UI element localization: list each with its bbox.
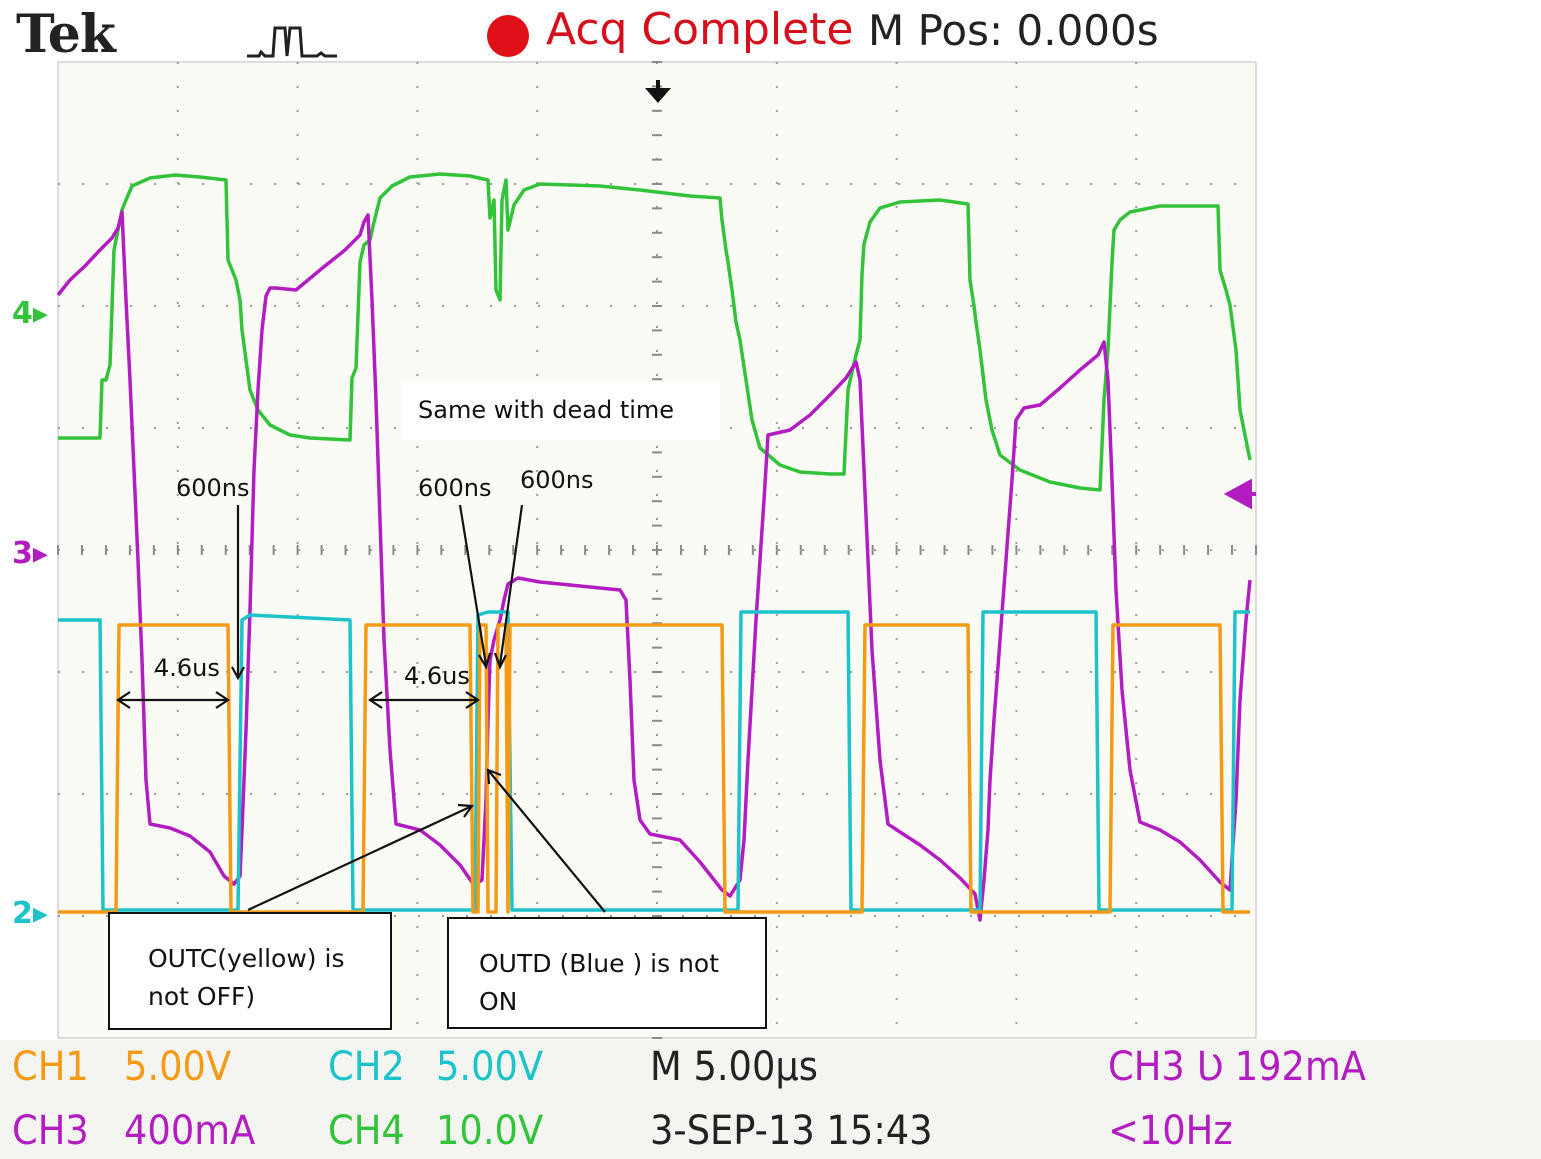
- trigger-level-icon: [1223, 478, 1256, 510]
- ch3-waveform: [56, 210, 1252, 922]
- ch1-scale: 5.00V: [124, 1044, 232, 1090]
- ch4-ground-marker: 4▸: [12, 296, 48, 331]
- ch4-scale: 10.0V: [436, 1108, 544, 1154]
- timebase-readout: M 5.00µs: [650, 1044, 818, 1090]
- acquisition-status: Acq Complete: [546, 4, 854, 55]
- outd-note-box: OUTD (Blue ) is not ON: [447, 917, 767, 1029]
- frequency-readout: <10Hz: [1108, 1108, 1233, 1154]
- ch2-label: CH2: [328, 1044, 405, 1090]
- datetime-readout: 3-SEP-13 15:43: [650, 1108, 933, 1154]
- dead-time-note-box: [402, 382, 720, 440]
- pulse-trigger-icon: [247, 26, 337, 58]
- horizontal-position-readout: M Pos: 0.000s: [868, 6, 1159, 55]
- dead-time-label-1: 600ns: [176, 474, 250, 502]
- pulse-width-label-1: 4.6us: [154, 654, 220, 682]
- dead-time-label-2: 600ns: [418, 474, 492, 502]
- outd-note: OUTD (Blue ) is not ON: [479, 949, 720, 1016]
- outc-note-box: OUTC(yellow) is not OFF): [108, 912, 392, 1030]
- trigger-readout: CH3 Ʋ 192mA: [1108, 1044, 1366, 1090]
- ch2-ground-marker: 2▸: [12, 896, 48, 931]
- ch3-scale: 400mA: [124, 1108, 256, 1154]
- ch4-waveform: [58, 172, 1252, 492]
- ch3-label: CH3: [12, 1108, 89, 1154]
- ch2-scale: 5.00V: [436, 1044, 544, 1090]
- dead-time-label-3: 600ns: [520, 466, 594, 494]
- trigger-position-icon: [645, 80, 671, 103]
- acquisition-status-icon: [487, 15, 529, 57]
- dead-time-note: Same with dead time: [418, 396, 675, 424]
- readout-panel: [0, 1040, 1541, 1159]
- tek-brand: Tek: [16, 4, 116, 65]
- outc-note: OUTC(yellow) is not OFF): [148, 944, 345, 1011]
- pulse-width-label-2: 4.6us: [404, 662, 470, 690]
- ch3-ground-marker: 3▸: [12, 536, 48, 571]
- ch4-label: CH4: [328, 1108, 405, 1154]
- ch1-label: CH1: [12, 1044, 89, 1090]
